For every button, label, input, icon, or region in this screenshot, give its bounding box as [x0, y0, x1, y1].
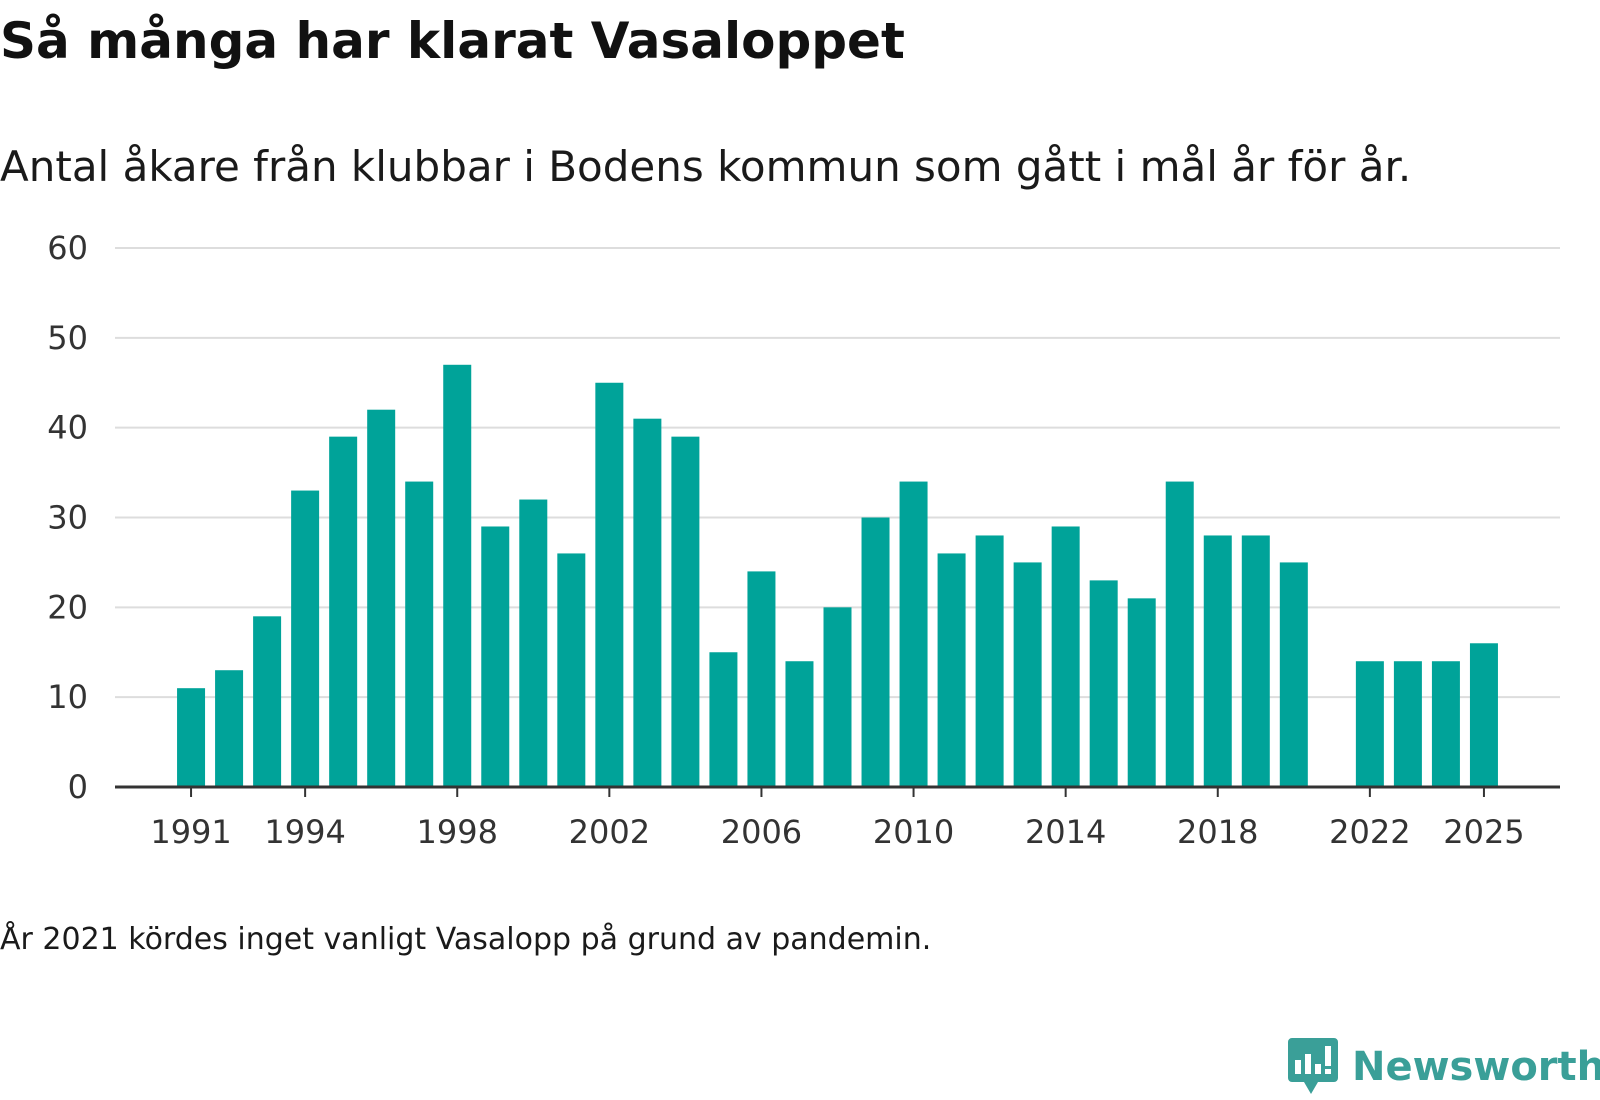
- bar: [1393, 661, 1422, 787]
- x-tick-label: 2025: [1443, 813, 1524, 851]
- bar: [1127, 598, 1156, 787]
- y-tick-label: 30: [47, 499, 88, 537]
- footnote: År 2021 kördes inget vanligt Vasalopp på…: [0, 922, 932, 957]
- x-tick-label: 1994: [264, 813, 345, 851]
- brand-name: Newsworthy: [1352, 1044, 1600, 1090]
- bar: [481, 526, 510, 787]
- bar: [1165, 481, 1194, 787]
- y-tick-label: 20: [47, 588, 88, 626]
- bar: [633, 418, 662, 787]
- bar: [861, 517, 890, 787]
- bar: [291, 490, 320, 787]
- bar: [785, 661, 814, 787]
- brand[interactable]: Newsworthy: [1288, 1038, 1600, 1096]
- bar: [595, 382, 624, 787]
- x-tick-label: 1991: [150, 813, 231, 851]
- bar: [405, 481, 434, 787]
- x-tick-label: 2002: [569, 813, 650, 851]
- x-tick-label: 2010: [873, 813, 954, 851]
- bar: [709, 652, 738, 787]
- bar: [975, 535, 1004, 787]
- x-tick-label: 2018: [1177, 813, 1258, 851]
- bar: [1355, 661, 1384, 787]
- x-tick-label: 2006: [721, 813, 802, 851]
- bar: [1051, 526, 1080, 787]
- y-tick-label: 10: [47, 678, 88, 716]
- bar: [443, 364, 472, 787]
- bar: [747, 571, 776, 787]
- bar: [215, 670, 244, 787]
- y-tick-label: 50: [47, 319, 88, 357]
- bar: [367, 409, 396, 787]
- bar: [1013, 562, 1042, 787]
- y-axis-ticks: 0 10 20 30 40 50 60: [47, 229, 88, 806]
- y-tick-label: 60: [47, 229, 88, 267]
- chart-title: Så många har klarat Vasaloppet: [0, 12, 905, 70]
- bar: [899, 481, 928, 787]
- x-tick-label: 2022: [1329, 813, 1410, 851]
- x-tick-label: 2014: [1025, 813, 1106, 851]
- bar: [253, 616, 282, 787]
- bar: [1279, 562, 1308, 787]
- bar: [519, 499, 548, 787]
- bars: [177, 364, 1498, 787]
- bar: [1203, 535, 1232, 787]
- bar: [1241, 535, 1270, 787]
- bar: [177, 688, 206, 787]
- bar: [557, 553, 586, 787]
- x-axis-ticks: 1991 1994 1998 2002 2006 2010 2014 2018 2022 2025: [150, 787, 1525, 851]
- bar: [937, 553, 966, 787]
- y-tick-label: 0: [68, 768, 88, 806]
- x-tick-label: 1998: [417, 813, 498, 851]
- y-tick-label: 40: [47, 409, 88, 447]
- bar: [671, 436, 700, 787]
- newsworthy-logo-icon: [1288, 1038, 1338, 1094]
- bar: [1089, 580, 1118, 787]
- bar: [329, 436, 358, 787]
- bar: [1469, 643, 1498, 787]
- bar: [823, 607, 852, 787]
- bar: [1431, 661, 1460, 787]
- chart-subtitle: Antal åkare från klubbar i Bodens kommun…: [0, 142, 1412, 191]
